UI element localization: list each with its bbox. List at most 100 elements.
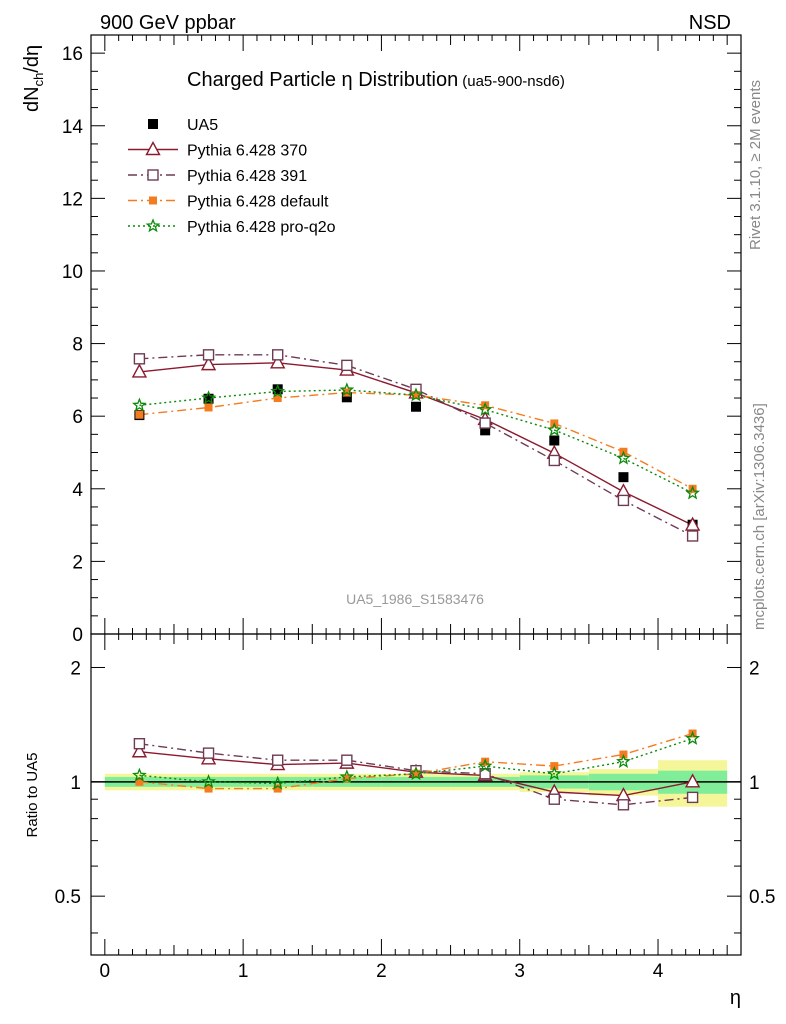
point-ua5 xyxy=(203,393,214,404)
legend-label-p370: Pythia 6.428 370 xyxy=(187,143,307,160)
point-ua5 xyxy=(618,472,629,483)
ratio-ylabel: Ratio to UA5 xyxy=(24,752,41,837)
ratio-point-pq2o xyxy=(132,767,147,782)
ratio-point-pq2o xyxy=(685,730,700,745)
chart-title-tag: (ua5-900-nsd6) xyxy=(462,73,565,90)
main-ytick-label: 8 xyxy=(72,335,83,356)
legend-label-ua5: UA5 xyxy=(187,117,218,134)
series-line-pq2o xyxy=(139,389,693,494)
chart-title-main: Charged Particle η Distribution xyxy=(187,69,458,91)
main-ytick-label: 14 xyxy=(62,117,84,138)
point-ua5 xyxy=(411,401,421,412)
watermark: UA5_1986_S1583476 xyxy=(346,591,484,607)
main-ytick-label: 2 xyxy=(72,552,83,573)
point-p370 xyxy=(684,516,701,531)
legend-label-p391: Pythia 6.428 391 xyxy=(187,168,307,185)
ratio-point-p391 xyxy=(202,747,215,759)
ratio-panel: 0.5 0.5 1 1 2 2 0 1 2 3 4 Ratio to UA5 η xyxy=(24,633,775,1009)
ratio-point-pdefault xyxy=(135,777,144,786)
point-pq2o xyxy=(546,422,562,437)
point-pdefault xyxy=(135,410,144,419)
ratio-point-pdefault xyxy=(273,784,282,793)
legend-marker-p370 xyxy=(145,141,161,156)
point-pq2o xyxy=(201,390,216,405)
point-p391 xyxy=(686,530,699,542)
side-label-rivet: Rivet 3.1.10, ≥ 2M events xyxy=(747,80,764,250)
x-axis-label: η xyxy=(730,987,741,1009)
point-pq2o xyxy=(408,387,424,402)
main-ylabel-main: dN xyxy=(21,86,43,112)
ratio-xtick-label: 3 xyxy=(514,961,525,982)
header-left: 900 GeV ppbar xyxy=(100,12,236,34)
side-label-mcplots: mcplots.cern.ch [arXiv:1306.3436] xyxy=(751,403,768,630)
main-ytick-label: 6 xyxy=(72,407,83,428)
point-p391 xyxy=(202,349,215,361)
point-pq2o xyxy=(270,383,286,398)
point-ua5 xyxy=(549,435,560,446)
ratio-ytick-label-right: 0.5 xyxy=(749,887,775,908)
point-pq2o xyxy=(685,485,700,500)
ratio-point-pq2o xyxy=(408,765,424,781)
point-p370 xyxy=(270,354,286,369)
ratio-point-pq2o xyxy=(477,758,493,773)
ratio-point-p391 xyxy=(686,791,699,804)
ratio-frame xyxy=(90,633,742,956)
header-right: NSD xyxy=(689,12,731,34)
ratio-point-p391 xyxy=(617,799,630,811)
ratio-xtick-label: 2 xyxy=(376,961,387,982)
legend-marker-pq2o xyxy=(145,218,161,233)
point-p391 xyxy=(341,359,353,372)
ratio-point-pq2o xyxy=(270,775,286,790)
point-p391 xyxy=(479,417,491,429)
ratio-ytick-label-left: 1 xyxy=(70,773,81,794)
ratio-xtick-label: 0 xyxy=(100,961,111,982)
ratio-point-pdefault xyxy=(204,784,213,793)
main-ylabel-tail: /dη xyxy=(21,45,43,73)
main-ytick-label: 4 xyxy=(72,480,83,501)
ratio-point-pq2o xyxy=(201,774,216,789)
legend-marker-pdefault xyxy=(149,196,157,205)
legend-label-pq2o: Pythia 6.428 pro-q2o xyxy=(187,219,336,236)
ratio-ytick-label-left: 0.5 xyxy=(55,887,81,908)
main-panel: 0 2 4 6 8 10 12 14 16 dNch/dη Charged Particle η… xyxy=(21,34,742,646)
point-ua5 xyxy=(341,392,352,403)
point-p391 xyxy=(133,353,146,365)
ratio-xtick-label: 4 xyxy=(653,961,664,982)
ratio-point-p391 xyxy=(133,737,146,750)
series-line-pdefault xyxy=(139,391,693,490)
main-ytick-label: 12 xyxy=(62,189,83,210)
point-pq2o xyxy=(339,382,355,397)
ratio-point-pdefault xyxy=(412,769,420,778)
point-pq2o xyxy=(132,397,147,412)
point-pdefault xyxy=(204,403,213,412)
point-p370 xyxy=(200,356,217,371)
main-ytick-label: 0 xyxy=(72,625,83,646)
legend-label-pdefault: Pythia 6.428 default xyxy=(187,194,329,211)
ratio-point-p391 xyxy=(548,793,560,805)
ratio-point-pq2o xyxy=(616,753,631,768)
ratio-point-p370 xyxy=(684,773,701,788)
main-ylabel-sub: ch xyxy=(31,73,46,87)
main-ytick-label: 16 xyxy=(62,44,83,65)
main-ytick-label: 10 xyxy=(62,262,83,283)
ratio-point-p391 xyxy=(272,754,284,766)
legend: UA5 Pythia 6.428 370 Pythia 6.428 391 Pythi… xyxy=(128,117,336,236)
ratio-point-pdefault xyxy=(342,774,351,783)
ratio-point-p391 xyxy=(341,754,353,766)
point-p391 xyxy=(617,494,630,507)
point-p370 xyxy=(131,363,148,378)
ratio-point-pq2o xyxy=(339,769,355,784)
chart-title: Charged Particle η Distribution (ua5-900-… xyxy=(187,69,565,91)
legend-marker-p391 xyxy=(147,169,159,181)
point-ua5 xyxy=(272,384,283,395)
point-ua5 xyxy=(480,425,491,436)
ratio-ytick-label-left: 2 xyxy=(70,658,81,679)
ratio-xtick-label: 1 xyxy=(238,961,249,982)
point-p391 xyxy=(272,349,284,361)
point-p391 xyxy=(548,454,560,467)
legend-marker-ua5 xyxy=(148,119,158,129)
point-pq2o xyxy=(616,450,631,465)
point-pdefault xyxy=(412,391,420,400)
ratio-line-pdefault xyxy=(139,732,693,790)
